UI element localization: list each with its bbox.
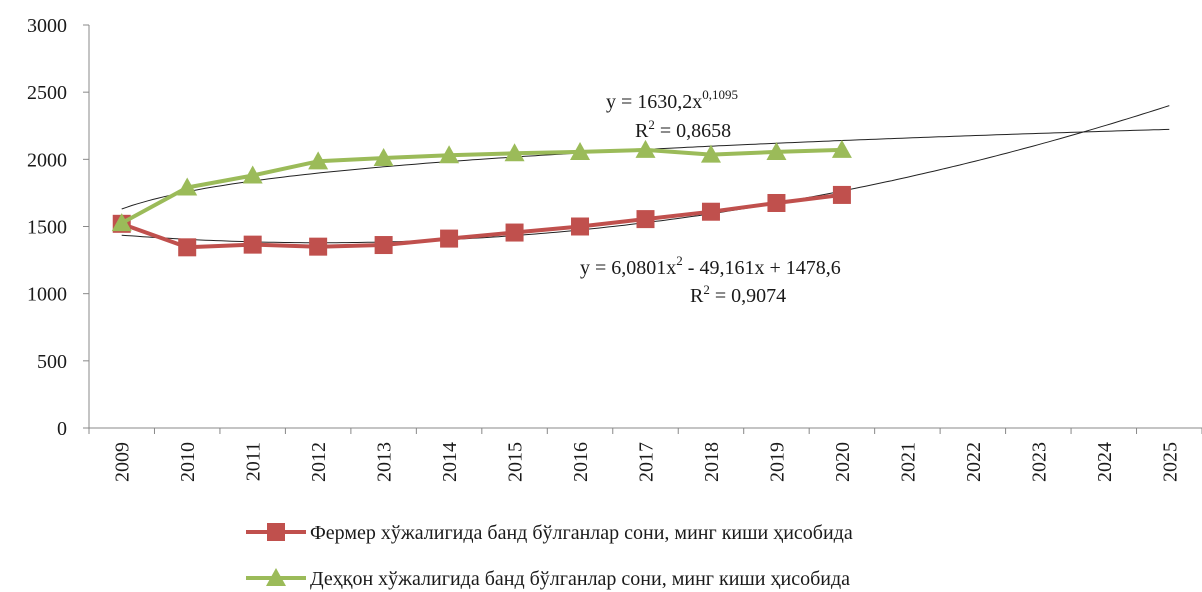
data-point-triangle bbox=[177, 177, 198, 196]
x-tick-label: 2016 bbox=[570, 442, 592, 482]
data-point-square bbox=[243, 235, 262, 254]
y-axis: 0 500 1000 1500 2000 2500 3000 bbox=[27, 15, 90, 440]
data-point-triangle bbox=[570, 141, 591, 160]
x-tick-label: 2022 bbox=[963, 442, 985, 482]
data-point-square bbox=[309, 237, 328, 256]
y-tick-label: 2000 bbox=[27, 149, 67, 171]
data-point-square bbox=[178, 238, 197, 257]
y-tick-label: 1500 bbox=[27, 217, 67, 239]
power-trend-equation: y = 1630,2x0,1095 bbox=[606, 87, 738, 113]
legend-item-dehqon: Деҳқон хўжалигида банд бўлганлар сони, м… bbox=[246, 568, 850, 590]
data-point-triangle bbox=[308, 151, 329, 170]
x-tick-label: 2021 bbox=[897, 442, 919, 482]
data-point-square bbox=[440, 229, 459, 248]
data-point-triangle bbox=[242, 165, 263, 184]
series-line-2 bbox=[120, 147, 842, 225]
data-point-triangle bbox=[111, 213, 132, 232]
legend-item-farmer: Фермер хўжалигида банд бўлганлар сони, м… bbox=[246, 522, 853, 544]
poly-trend-equation: y = 6,0801x2 - 49,161x + 1478,6 bbox=[580, 253, 841, 279]
data-point-triangle bbox=[439, 145, 460, 164]
power-trend-r2: R2 = 0,8658 bbox=[635, 117, 731, 142]
data-point-square bbox=[832, 185, 851, 204]
data-point-triangle bbox=[831, 139, 852, 158]
y-tick-label: 2500 bbox=[27, 82, 67, 104]
legend-label-farmer: Фермер хўжалигида банд бўлганлар сони, м… bbox=[310, 522, 853, 544]
legend-label-dehqon: Деҳқон хўжалигида банд бўлганлар сони, м… bbox=[310, 568, 850, 590]
data-point-square bbox=[571, 217, 590, 236]
x-tick-label: 2023 bbox=[1028, 442, 1050, 482]
series-layer bbox=[111, 139, 852, 257]
x-tick-label: 2009 bbox=[112, 442, 134, 482]
y-tick-label: 1000 bbox=[27, 284, 67, 306]
data-point-square bbox=[701, 202, 720, 221]
y-tick-label: 0 bbox=[57, 418, 67, 440]
x-tick-label: 2025 bbox=[1159, 442, 1181, 482]
x-tick-label: 2014 bbox=[439, 442, 461, 482]
data-point-square bbox=[374, 236, 393, 255]
legend: Фермер хўжалигида банд бўлганлар сони, м… bbox=[246, 522, 853, 590]
x-tick-label: 2019 bbox=[766, 442, 788, 482]
data-point-triangle bbox=[635, 139, 656, 158]
data-point-triangle bbox=[504, 143, 525, 162]
x-tick-label: 2011 bbox=[243, 442, 265, 481]
legend-marker-triangle bbox=[266, 568, 286, 586]
data-point-square bbox=[767, 193, 786, 212]
x-tick-label: 2015 bbox=[505, 442, 527, 482]
legend-marker-square bbox=[267, 523, 285, 541]
data-point-triangle bbox=[766, 141, 787, 160]
x-tick-label: 2010 bbox=[177, 442, 199, 482]
data-point-triangle bbox=[700, 144, 721, 163]
y-tick-label: 500 bbox=[37, 351, 67, 373]
x-tick-label: 2013 bbox=[374, 442, 396, 482]
x-tick-label: 2012 bbox=[308, 442, 330, 482]
series-line-1 bbox=[121, 192, 843, 250]
x-tick-label: 2020 bbox=[832, 442, 854, 482]
data-point-square bbox=[636, 210, 655, 229]
x-tick-label: 2017 bbox=[636, 442, 658, 482]
poly-trend-r2: R2 = 0,9074 bbox=[690, 282, 786, 307]
data-point-square bbox=[505, 223, 524, 242]
data-point-triangle bbox=[373, 147, 394, 166]
y-tick-label: 3000 bbox=[27, 15, 67, 37]
x-axis: 2009 2010 2011 2012 2013 2014 2015 2016 2017 2018… bbox=[88, 427, 1202, 482]
x-tick-label: 2024 bbox=[1094, 442, 1116, 482]
x-tick-label: 2018 bbox=[701, 442, 723, 482]
